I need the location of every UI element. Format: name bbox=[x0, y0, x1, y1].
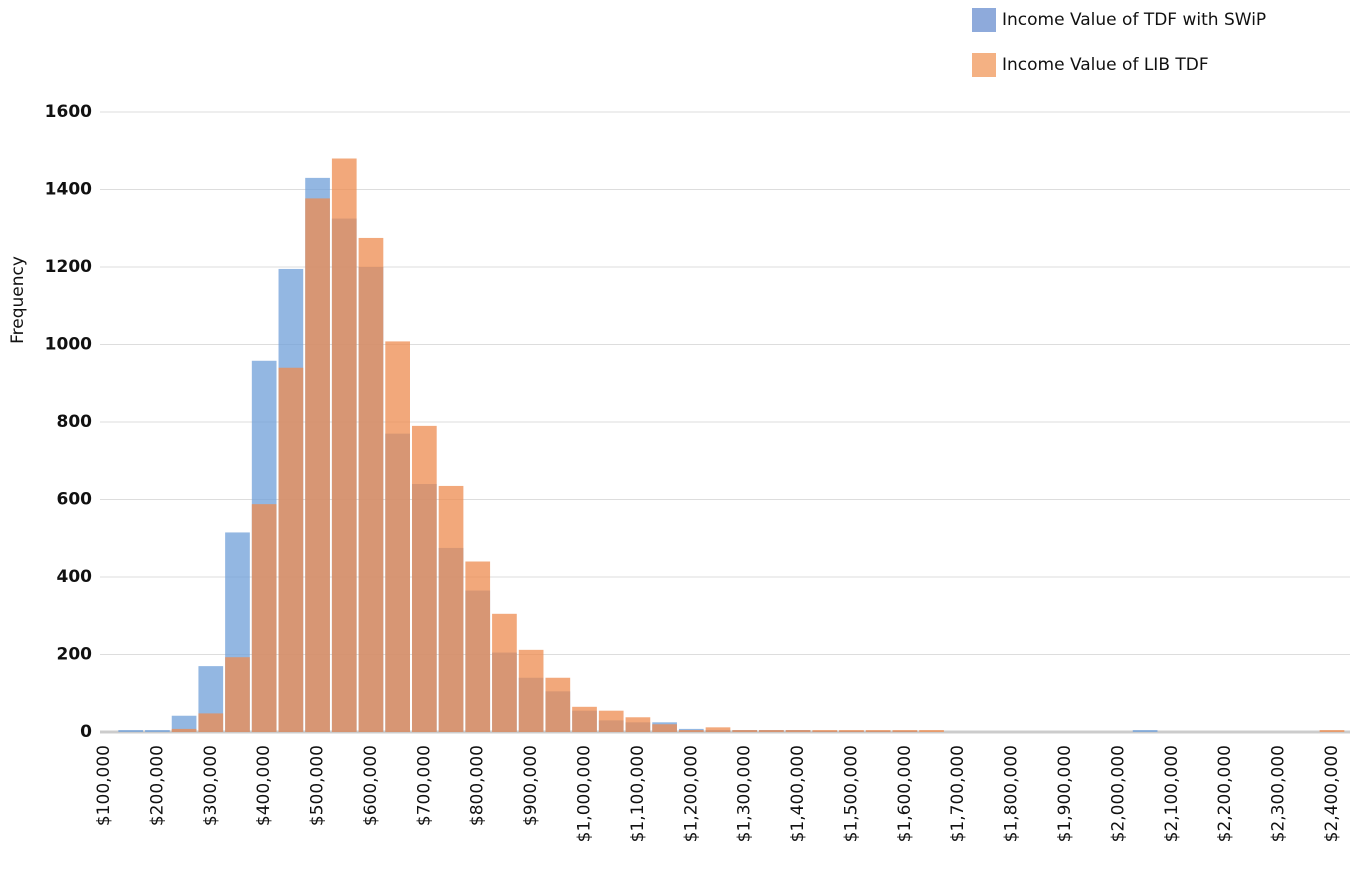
x-tick-label: $1,000,000 bbox=[575, 745, 595, 842]
x-tick-label: $200,000 bbox=[147, 745, 167, 826]
y-tick-label: 600 bbox=[57, 490, 93, 510]
x-tick-label: $300,000 bbox=[201, 745, 221, 826]
y-tick-label: 0 bbox=[80, 722, 92, 742]
x-tick-label: $2,400,000 bbox=[1322, 745, 1342, 842]
y-tick-label: 1400 bbox=[45, 180, 92, 200]
bar bbox=[652, 724, 677, 732]
bar bbox=[705, 727, 731, 732]
bar bbox=[198, 713, 224, 732]
bar bbox=[465, 561, 491, 732]
x-tick-label: $1,800,000 bbox=[1002, 745, 1022, 842]
y-tick-label: 400 bbox=[57, 567, 93, 587]
bar bbox=[785, 730, 811, 732]
x-tick-label: $2,000,000 bbox=[1108, 745, 1128, 842]
x-tick-label: $1,400,000 bbox=[788, 745, 808, 842]
bar bbox=[759, 730, 784, 732]
bar bbox=[839, 730, 864, 732]
bar bbox=[865, 730, 891, 732]
x-tick-label: $1,900,000 bbox=[1055, 745, 1075, 842]
bar bbox=[625, 717, 651, 732]
x-tick-label: $2,300,000 bbox=[1269, 745, 1289, 842]
bar bbox=[358, 237, 384, 732]
bar bbox=[171, 715, 197, 732]
bar bbox=[118, 730, 144, 732]
bar bbox=[1132, 730, 1158, 732]
bar bbox=[225, 657, 250, 732]
x-tick-label: $100,000 bbox=[94, 745, 114, 826]
bar bbox=[892, 730, 918, 732]
x-tick-label: $1,100,000 bbox=[628, 745, 648, 842]
bar bbox=[572, 706, 597, 732]
x-tick-label: $700,000 bbox=[414, 745, 434, 826]
bar bbox=[278, 367, 304, 732]
y-tick-label: 1600 bbox=[45, 102, 92, 122]
x-tick-label: $900,000 bbox=[521, 745, 541, 826]
bar bbox=[305, 198, 330, 733]
legend-label: Income Value of TDF with SWiP bbox=[1002, 10, 1266, 30]
x-tick-label: $600,000 bbox=[361, 745, 381, 826]
bar bbox=[598, 710, 624, 732]
bar bbox=[1319, 730, 1345, 732]
bar bbox=[331, 158, 357, 732]
x-tick-label: $500,000 bbox=[308, 745, 328, 826]
bar bbox=[438, 485, 464, 732]
x-tick-label: $1,500,000 bbox=[841, 745, 861, 842]
bar bbox=[251, 504, 277, 732]
x-tick-label: $1,300,000 bbox=[735, 745, 755, 842]
bar bbox=[385, 341, 410, 732]
x-tick-label: $2,200,000 bbox=[1215, 745, 1235, 842]
x-tick-label: $800,000 bbox=[468, 745, 488, 826]
x-tick-label: $2,100,000 bbox=[1162, 745, 1182, 842]
bar bbox=[919, 730, 944, 732]
y-tick-label: 200 bbox=[57, 645, 93, 665]
legend-label: Income Value of LIB TDF bbox=[1002, 55, 1209, 75]
bar bbox=[145, 730, 170, 732]
legend-swatch bbox=[972, 53, 996, 77]
bar bbox=[678, 730, 704, 732]
y-axis-label: Frequency bbox=[8, 256, 28, 344]
x-tick-label: $1,200,000 bbox=[681, 745, 701, 842]
bar bbox=[545, 677, 571, 732]
x-tick-label: $1,700,000 bbox=[948, 745, 968, 842]
y-tick-label: 800 bbox=[57, 412, 93, 432]
bar bbox=[518, 649, 544, 732]
bar bbox=[812, 730, 838, 732]
bar bbox=[411, 425, 437, 732]
y-tick-label: 1000 bbox=[45, 335, 92, 355]
bar bbox=[171, 728, 197, 732]
x-tick-label: $400,000 bbox=[254, 745, 274, 826]
bar bbox=[492, 613, 517, 732]
legend-swatch bbox=[972, 8, 996, 32]
bar bbox=[732, 730, 758, 732]
x-tick-label: $1,600,000 bbox=[895, 745, 915, 842]
y-tick-label: 1200 bbox=[45, 257, 92, 277]
